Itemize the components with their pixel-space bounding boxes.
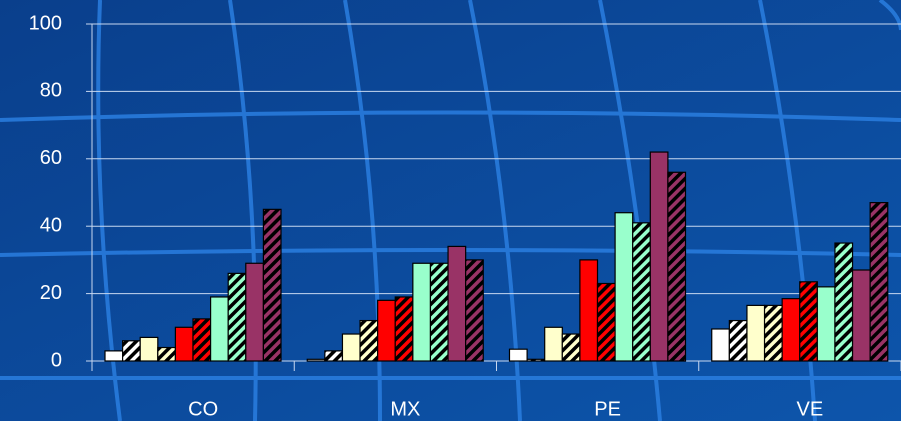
bar [262,208,282,362]
bar [227,272,247,362]
y-tick-label: 0 [51,349,62,371]
bar [781,298,801,362]
bar [104,350,124,362]
x-tick-label: PE [594,398,621,420]
y-tick-label: 60 [40,147,62,169]
bar [632,222,651,362]
y-tick-label: 20 [40,282,62,304]
bar [579,259,599,362]
x-tick-label: CO [188,398,218,420]
bar [192,318,212,362]
x-tick-label: MX [390,398,420,420]
bar [394,296,414,362]
bar [561,333,581,362]
bar [544,326,563,362]
bar [306,358,326,362]
x-tick-label: VE [797,398,824,420]
bar [341,333,361,362]
bar [869,202,889,362]
bar [447,245,467,362]
y-tick-label: 40 [40,214,62,236]
bar [412,262,432,362]
bar [526,358,546,362]
bar [596,282,616,362]
bar [746,304,766,362]
bar [465,259,484,362]
bar [667,171,687,362]
bar [429,262,449,362]
bar [834,242,854,362]
bar [377,299,396,362]
bar [139,336,159,362]
bar [174,326,194,362]
bar [210,296,229,362]
bar [799,281,818,362]
bar [324,350,344,362]
y-tick-label: 100 [29,12,62,34]
bar [359,319,379,362]
bar [649,151,669,362]
bar [728,319,748,362]
bar [508,348,528,362]
bar [711,328,730,362]
bar [763,304,783,362]
bar [121,340,141,362]
bar [614,212,634,362]
bar [816,286,836,362]
y-tick-label: 80 [40,80,62,102]
bar [245,262,265,362]
bar [157,346,177,362]
bar [851,269,871,362]
